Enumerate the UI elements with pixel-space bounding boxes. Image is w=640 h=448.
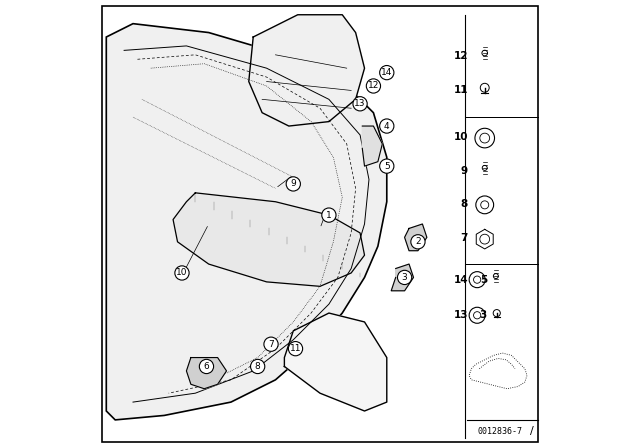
Text: 10: 10 (176, 268, 188, 277)
Text: 3: 3 (402, 273, 408, 282)
Text: /: / (530, 426, 533, 436)
Circle shape (366, 79, 381, 93)
Text: 7: 7 (268, 340, 274, 349)
Circle shape (250, 359, 265, 374)
Circle shape (175, 266, 189, 280)
Circle shape (199, 359, 214, 374)
Polygon shape (362, 126, 382, 166)
Circle shape (286, 177, 300, 191)
Text: 11: 11 (290, 344, 301, 353)
Text: 4: 4 (384, 121, 390, 130)
Polygon shape (249, 15, 365, 126)
Text: 3: 3 (480, 310, 487, 320)
FancyBboxPatch shape (102, 6, 538, 442)
Text: 14: 14 (381, 68, 392, 77)
Circle shape (411, 235, 425, 249)
Polygon shape (186, 358, 227, 389)
Circle shape (397, 270, 412, 284)
Text: 5: 5 (384, 162, 390, 171)
Text: 1: 1 (326, 211, 332, 220)
Text: 2: 2 (415, 237, 420, 246)
Circle shape (289, 341, 303, 356)
Text: 12: 12 (368, 82, 379, 90)
Text: 5: 5 (480, 275, 487, 284)
Text: 8: 8 (255, 362, 260, 371)
Polygon shape (173, 193, 365, 286)
Circle shape (380, 159, 394, 173)
Circle shape (322, 208, 336, 222)
Circle shape (353, 97, 367, 111)
Text: 13: 13 (355, 99, 366, 108)
Text: 6: 6 (204, 362, 209, 371)
Text: 14: 14 (454, 275, 468, 284)
Text: 9: 9 (291, 180, 296, 189)
Text: 10: 10 (453, 132, 468, 142)
Polygon shape (284, 313, 387, 411)
Circle shape (380, 65, 394, 80)
Text: 7: 7 (460, 233, 468, 243)
PathPatch shape (106, 24, 387, 420)
Text: 9: 9 (461, 166, 468, 176)
Text: 13: 13 (454, 310, 468, 320)
Text: 0012836-7: 0012836-7 (478, 426, 523, 435)
Text: 8: 8 (461, 199, 468, 209)
Circle shape (380, 119, 394, 133)
Polygon shape (391, 264, 413, 291)
Text: 12: 12 (453, 51, 468, 61)
Circle shape (264, 337, 278, 351)
Text: 11: 11 (453, 86, 468, 95)
Polygon shape (404, 224, 427, 251)
